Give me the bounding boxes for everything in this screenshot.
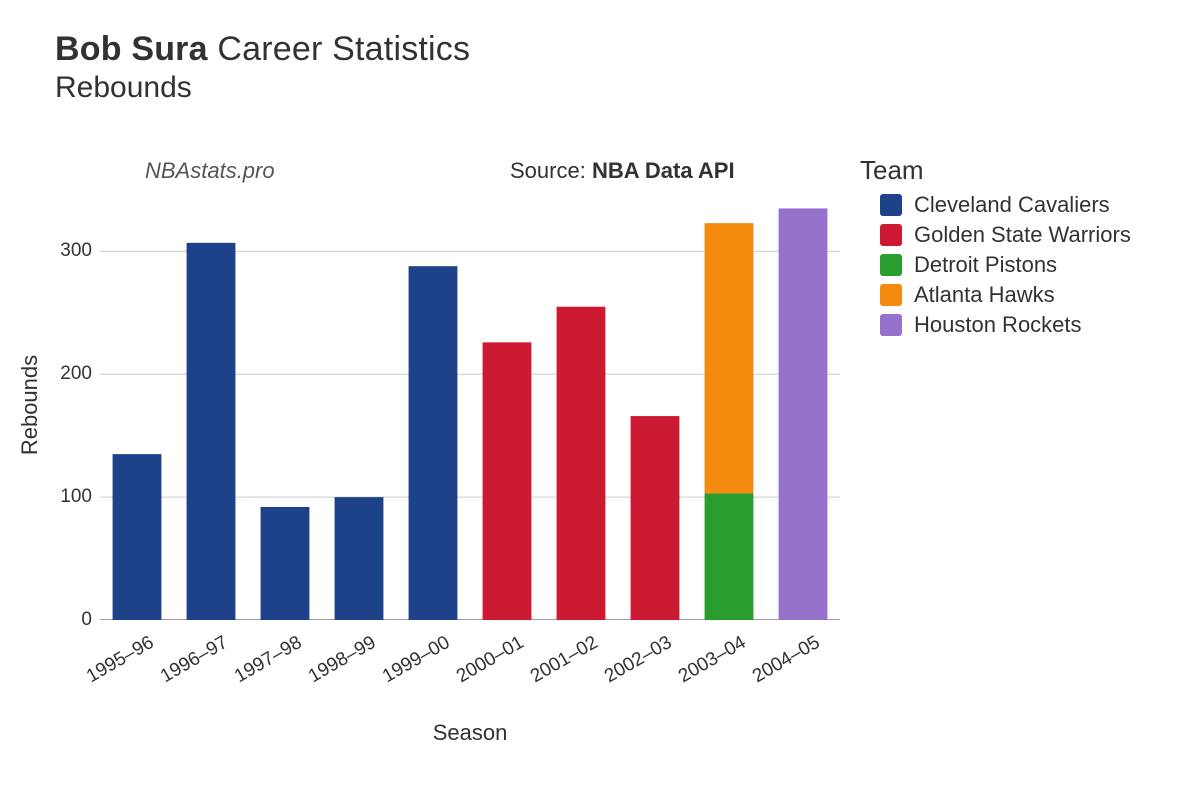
- chart-title-bold: Bob Sura: [55, 30, 208, 68]
- legend-item: Houston Rockets: [880, 312, 1131, 338]
- legend-swatch: [880, 254, 902, 276]
- legend-label: Detroit Pistons: [914, 252, 1057, 278]
- legend-item: Cleveland Cavaliers: [880, 192, 1131, 218]
- bar-segment: [705, 493, 754, 620]
- watermark-text: NBAstats.pro: [145, 158, 275, 184]
- legend-title: Team: [860, 155, 1131, 186]
- x-tick-label: 2003–04: [675, 632, 750, 688]
- y-tick-label: 200: [60, 363, 100, 385]
- x-tick-label: 2001–02: [527, 632, 602, 688]
- legend-swatch: [880, 314, 902, 336]
- bar-segment: [483, 342, 532, 620]
- x-tick-label: 2004–05: [749, 632, 824, 688]
- bar-segment: [113, 454, 162, 620]
- x-tick-label: 1995–96: [83, 632, 158, 688]
- chart-svg: [100, 190, 840, 620]
- legend-label: Golden State Warriors: [914, 222, 1131, 248]
- bar-segment: [557, 307, 606, 620]
- x-tick-label: 2000–01: [453, 632, 528, 688]
- legend-label: Cleveland Cavaliers: [914, 192, 1110, 218]
- chart-container: Bob Sura Career Statistics Rebounds NBAs…: [0, 0, 1200, 800]
- legend-item: Golden State Warriors: [880, 222, 1131, 248]
- legend-swatch: [880, 194, 902, 216]
- bar-segment: [409, 266, 458, 620]
- bar-segment: [779, 208, 828, 620]
- y-axis-label: Rebounds: [17, 355, 43, 455]
- chart-title-rest: Career Statistics: [217, 30, 470, 68]
- x-tick-label: 1996–97: [157, 632, 232, 688]
- legend-items: Cleveland Cavaliers Golden State Warriors…: [860, 192, 1131, 338]
- legend-label: Atlanta Hawks: [914, 282, 1055, 308]
- y-tick-label: 100: [60, 486, 100, 508]
- x-tick-label: 1997–98: [231, 632, 306, 688]
- x-tick-label: 2002–03: [601, 632, 676, 688]
- x-tick-label: 1998–99: [305, 632, 380, 688]
- y-tick-label: 300: [60, 240, 100, 262]
- bar-segment: [261, 507, 310, 620]
- legend-item: Atlanta Hawks: [880, 282, 1131, 308]
- x-tick-label: 1999–00: [379, 632, 454, 688]
- bar-segment: [705, 223, 754, 493]
- source-label: Source:: [510, 158, 592, 183]
- legend-swatch: [880, 224, 902, 246]
- source-value: NBA Data API: [592, 158, 735, 183]
- y-tick-label: 0: [81, 609, 100, 631]
- x-axis-label: Season: [433, 720, 508, 746]
- bar-segment: [631, 416, 680, 620]
- chart-title-line1: Bob Sura Career Statistics: [55, 30, 470, 69]
- bar-segment: [187, 243, 236, 620]
- chart-title-block: Bob Sura Career Statistics Rebounds: [55, 30, 470, 105]
- legend-item: Detroit Pistons: [880, 252, 1131, 278]
- legend-label: Houston Rockets: [914, 312, 1082, 338]
- chart-subtitle: Rebounds: [55, 71, 470, 105]
- bar-segment: [335, 497, 384, 620]
- legend: Team Cleveland Cavaliers Golden State War…: [860, 155, 1131, 342]
- legend-swatch: [880, 284, 902, 306]
- plot-area: 01002003001995–961996–971997–981998–9919…: [100, 190, 840, 620]
- source-attribution: Source: NBA Data API: [510, 158, 735, 184]
